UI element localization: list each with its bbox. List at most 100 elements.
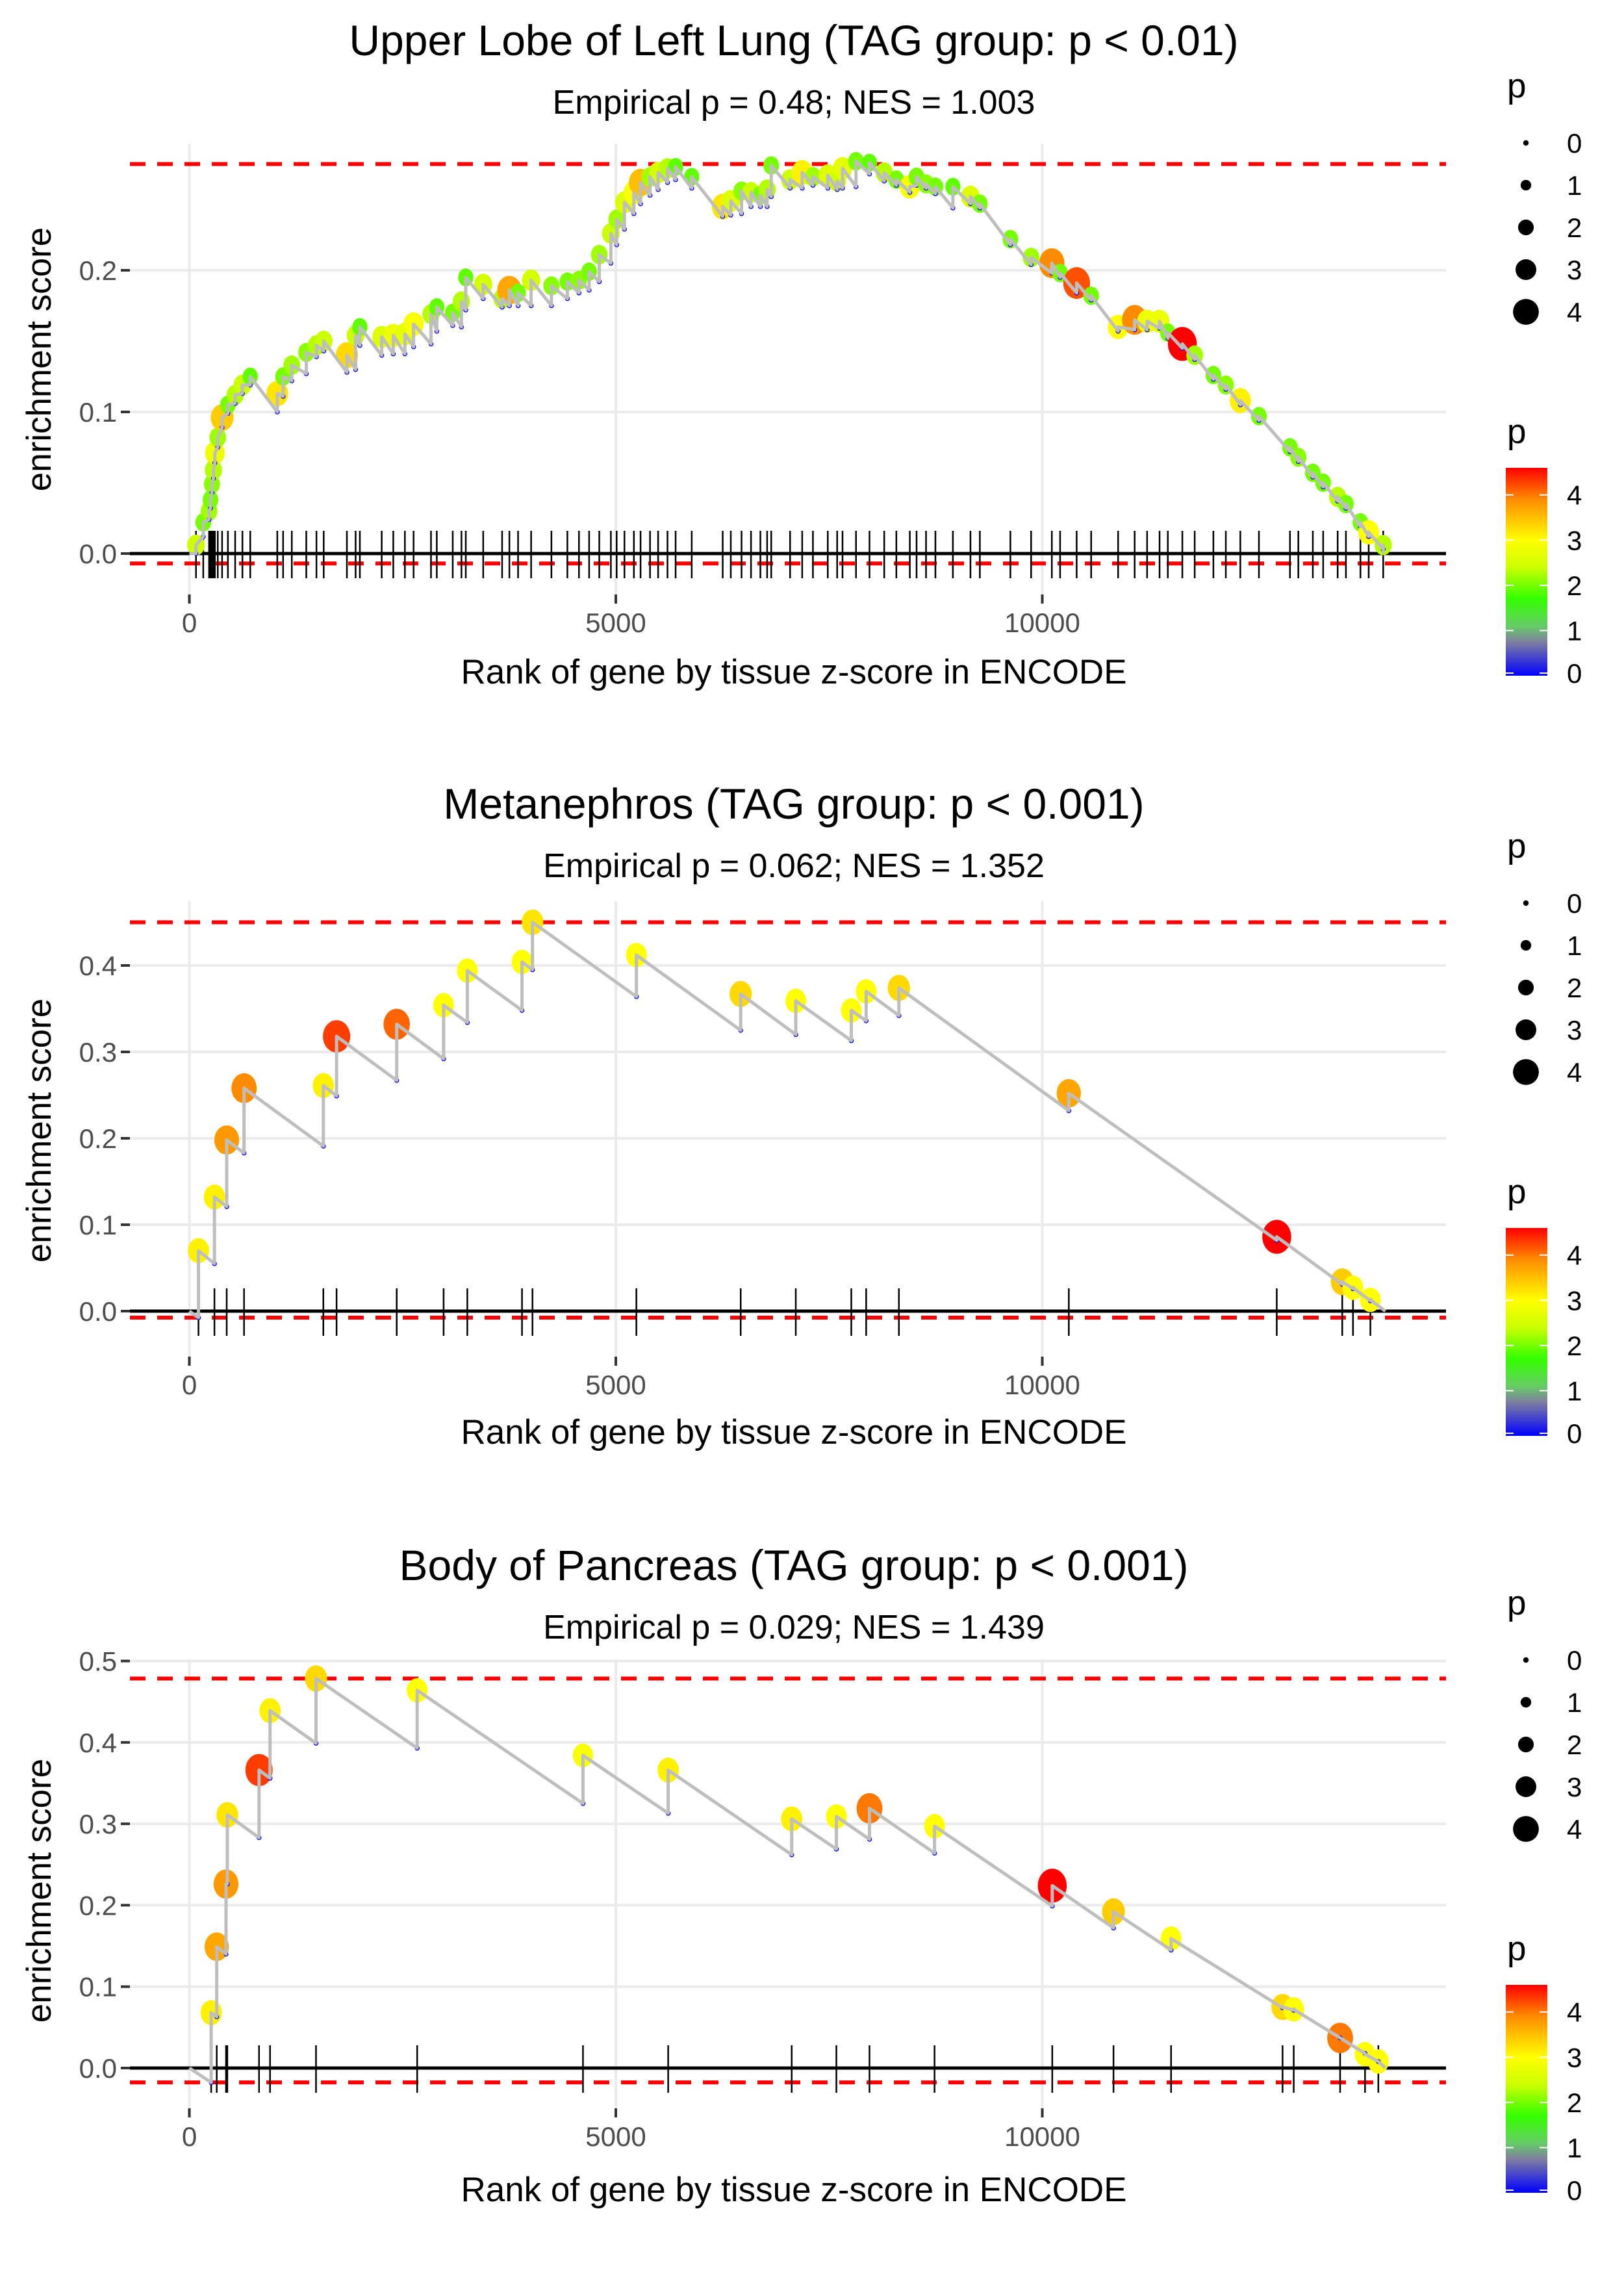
panel-title: Body of Pancreas (TAG group: p < 0.001)	[400, 1541, 1189, 1589]
y-tick-label: 0.1	[79, 1210, 117, 1240]
size-legend-label: 1	[1567, 930, 1582, 961]
running-es-line	[189, 159, 1386, 556]
size-legend-key	[1517, 1736, 1534, 1753]
size-legend-label: 3	[1567, 255, 1582, 285]
colorbar-label: 4	[1567, 480, 1582, 511]
running-es-line	[188, 921, 1387, 1320]
y-axis-label: enrichment score	[20, 999, 58, 1263]
colorbar-label: 4	[1567, 1997, 1582, 2028]
y-tick-label: 0.0	[79, 1296, 117, 1327]
size-legend-title: p	[1507, 827, 1526, 865]
size-legend-label: 2	[1567, 973, 1582, 1003]
x-tick-label: 10000	[1004, 2121, 1080, 2152]
size-legend-key	[1523, 900, 1529, 906]
size-legend-label: 1	[1567, 170, 1582, 201]
panel-metanephros: Metanephros (TAG group: p < 0.001) Empir…	[20, 780, 1582, 1451]
y-tick-label: 0.1	[79, 397, 117, 428]
size-legend-label: 4	[1567, 1814, 1582, 1845]
size-legend-key	[1513, 299, 1539, 325]
size-legend-key	[1516, 1776, 1536, 1797]
x-tick-label: 5000	[585, 607, 646, 638]
color-legend-title: p	[1507, 413, 1526, 451]
size-legend-key	[1517, 979, 1534, 996]
y-tick-label: 0.2	[79, 255, 117, 286]
x-tick-label: 0	[182, 607, 197, 638]
plot-area: 0.0 0.1 0.2 0.3 0.4 0.5 0 5000 10000	[79, 1646, 1446, 2152]
y-tick-label: 0.0	[79, 2053, 117, 2084]
x-tick-label: 10000	[1004, 607, 1080, 638]
colorbar-label: 0	[1567, 1418, 1582, 1449]
size-legend-label: 0	[1567, 1645, 1582, 1676]
y-tick-label: 0.4	[79, 1728, 117, 1758]
size-legend-key	[1520, 1696, 1532, 1708]
y-tick-label: 0.0	[79, 539, 117, 569]
color-legend-title: p	[1507, 1173, 1526, 1211]
size-legend-key	[1520, 939, 1532, 951]
colorbar-label: 3	[1567, 1285, 1582, 1316]
size-legend-label: 0	[1567, 888, 1582, 919]
colorbar-label: 3	[1567, 525, 1582, 556]
colorbar-label: 3	[1567, 2042, 1582, 2073]
legend: p 0 1 2 3 4 p 0 1 2 3 4	[1506, 827, 1582, 1449]
x-tick-label: 10000	[1004, 1370, 1080, 1400]
y-tick-label: 0.1	[79, 1972, 117, 2002]
plot-area: 0.0 0.1 0.2 0.3 0.4 0 5000 10000	[79, 901, 1446, 1400]
running-es-line	[188, 1676, 1387, 2084]
y-tick-label: 0.3	[79, 1809, 117, 1839]
colorbar-label: 1	[1567, 615, 1582, 646]
size-legend-key	[1513, 1059, 1539, 1085]
colorbar-label: 1	[1567, 1375, 1582, 1406]
size-legend-key	[1520, 179, 1532, 191]
y-axis-label: enrichment score	[20, 1759, 58, 2023]
panel-upper-lobe-left-lung: Upper Lobe of Left Lung (TAG group: p < …	[20, 16, 1582, 691]
colorbar	[1506, 1985, 1547, 2193]
x-tick-label: 0	[182, 2121, 197, 2152]
x-axis-label: Rank of gene by tissue z-score in ENCODE	[461, 1413, 1126, 1451]
size-legend-key	[1523, 140, 1529, 146]
legend: p 0 1 2 3 4 p 0 1 2 3 4	[1506, 1584, 1582, 2206]
colorbar-label: 2	[1567, 2088, 1582, 2118]
panel-subtitle: Empirical p = 0.48; NES = 1.003	[553, 84, 1035, 121]
x-axis-label: Rank of gene by tissue z-score in ENCODE	[461, 653, 1126, 691]
y-tick-label: 0.2	[79, 1890, 117, 1921]
y-tick-label: 0.4	[79, 951, 117, 981]
size-legend-key	[1523, 1657, 1529, 1663]
size-legend-title: p	[1507, 67, 1526, 105]
size-legend-key	[1517, 219, 1534, 236]
panel-title: Upper Lobe of Left Lung (TAG group: p < …	[349, 16, 1238, 64]
size-legend-title: p	[1507, 1584, 1526, 1622]
size-legend-key	[1516, 1019, 1536, 1040]
color-legend-title: p	[1507, 1930, 1526, 1968]
size-legend-label: 2	[1567, 1730, 1582, 1760]
plot-area: 0.0 0.1 0.2 0 5000 10000	[79, 144, 1446, 638]
size-legend-label: 2	[1567, 212, 1582, 243]
colorbar	[1506, 1228, 1547, 1436]
panel-body-of-pancreas: Body of Pancreas (TAG group: p < 0.001) …	[20, 1541, 1582, 2209]
colorbar-label: 4	[1567, 1240, 1582, 1271]
colorbar-label: 2	[1567, 1331, 1582, 1361]
panel-subtitle: Empirical p = 0.029; NES = 1.439	[543, 1609, 1045, 1646]
x-axis-label: Rank of gene by tissue z-score in ENCODE	[461, 2171, 1126, 2209]
size-legend-label: 1	[1567, 1687, 1582, 1718]
size-legend-label: 0	[1567, 128, 1582, 159]
size-legend-label: 4	[1567, 297, 1582, 327]
panel-subtitle: Empirical p = 0.062; NES = 1.352	[543, 847, 1045, 885]
size-legend-label: 4	[1567, 1057, 1582, 1088]
size-legend-label: 3	[1567, 1772, 1582, 1802]
y-tick-label: 0.5	[79, 1646, 117, 1677]
colorbar-label: 1	[1567, 2132, 1582, 2163]
x-tick-label: 5000	[585, 1370, 646, 1400]
colorbar-label: 0	[1567, 2175, 1582, 2206]
size-legend-label: 3	[1567, 1015, 1582, 1045]
colorbar-label: 0	[1567, 658, 1582, 689]
y-axis-label: enrichment score	[20, 227, 58, 492]
colorbar-label: 2	[1567, 570, 1582, 601]
panel-title: Metanephros (TAG group: p < 0.001)	[443, 780, 1144, 828]
size-legend-key	[1516, 259, 1536, 280]
x-tick-label: 0	[182, 1370, 197, 1400]
legend: p 0 1 2 3 4 p 0 1 2 3 4	[1506, 67, 1582, 689]
x-tick-label: 5000	[585, 2121, 646, 2152]
y-tick-label: 0.2	[79, 1123, 117, 1154]
colorbar	[1506, 468, 1547, 676]
